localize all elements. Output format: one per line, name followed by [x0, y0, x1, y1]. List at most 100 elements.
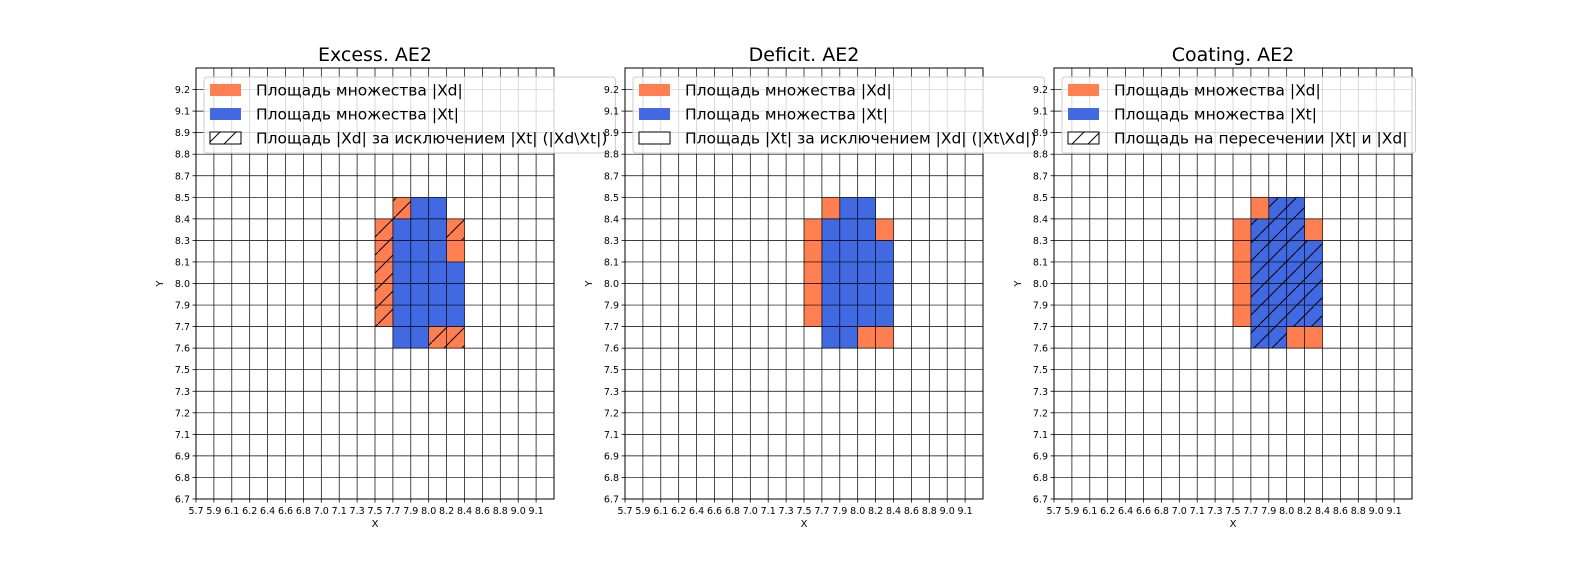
xt-cell [428, 305, 447, 327]
x-tick-label: 6.8 [1154, 506, 1169, 517]
xt-cell [410, 283, 429, 306]
y-tick-label: 8.0 [604, 279, 619, 290]
xt-cell [392, 261, 411, 284]
y-tick-label: 8.5 [1033, 193, 1048, 204]
hatch-cell [1268, 240, 1287, 262]
xd-cell [1233, 218, 1251, 241]
legend-frame [203, 76, 616, 154]
x-tick-label: 6.8 [296, 506, 311, 517]
xt-cell [857, 197, 876, 219]
x-tick-label: 8.0 [850, 506, 865, 517]
xt-cell [392, 283, 411, 306]
x-tick-label: 9.1 [529, 506, 544, 517]
xt-cell [392, 240, 411, 262]
x-tick-label: 8.0 [1279, 506, 1294, 517]
legend-label: Площадь множества |Xd| [1114, 82, 1321, 100]
xt-cell [839, 283, 858, 306]
y-tick-label: 7.3 [604, 387, 619, 398]
x-tick-label: 7.1 [1190, 506, 1205, 517]
x-tick-label: 8.2 [868, 506, 883, 517]
x-tick-label: 6.1 [1082, 506, 1097, 517]
hatch-cell [375, 218, 393, 241]
y-tick-label: 7.5 [1033, 365, 1048, 376]
x-tick-label: 9.0 [1369, 506, 1384, 517]
x-tick-label: 7.1 [332, 506, 347, 517]
y-tick-label: 6.7 [1033, 495, 1048, 506]
legend-label: Площадь множества |Xd| [685, 82, 892, 100]
hatch-cell [1304, 283, 1323, 306]
y-tick-label: 8.9 [175, 128, 190, 139]
legend: Площадь множества |Xd| Площадь множества … [1061, 76, 1416, 154]
hatch-cell [375, 283, 393, 306]
x-tick-label: 7.7 [814, 506, 829, 517]
x-tick-label: 7.0 [1172, 506, 1187, 517]
y-tick-label: 9.1 [604, 107, 619, 118]
xt-cell [821, 261, 840, 284]
xd-cell [875, 326, 894, 349]
y-tick-label: 7.9 [175, 301, 190, 312]
legend-swatch-hatch-pattern [210, 132, 241, 144]
xt-cell [839, 261, 858, 284]
xd-cell [1250, 197, 1269, 219]
xt-cell [839, 218, 858, 241]
hatch-cell [1286, 261, 1305, 284]
xt-cell [410, 305, 429, 327]
hatch-cell [1268, 197, 1287, 219]
hatch-cell [428, 326, 447, 349]
x-tick-label: 5.7 [188, 506, 203, 517]
xd-cell [1233, 305, 1251, 327]
y-tick-label: 7.6 [175, 344, 190, 355]
xd-cell [804, 305, 822, 327]
xd-cell [821, 197, 840, 219]
y-tick-label: 7.9 [604, 301, 619, 312]
legend-swatch-empty [638, 131, 671, 145]
xt-cell [392, 326, 411, 349]
xd-cell [446, 240, 465, 262]
xt-cell [821, 218, 840, 241]
legend-swatch-xt [1068, 108, 1099, 120]
x-axis-label: X [372, 519, 379, 530]
x-tick-label: 6.1 [653, 506, 668, 517]
legend-swatch-xt [210, 108, 241, 120]
x-tick-label: 7.3 [1208, 506, 1223, 517]
xt-cell [839, 326, 858, 349]
x-tick-label: 8.4 [1315, 506, 1330, 517]
y-tick-label: 6.7 [175, 495, 190, 506]
legend-label: Площадь |Xd| за исключением |Xt| (|Xd\Xt… [256, 130, 607, 148]
hatch-cell [392, 197, 411, 219]
hatch-cell [1250, 240, 1269, 262]
hatch-cell [1250, 305, 1269, 327]
y-tick-label: 7.2 [604, 408, 619, 419]
legend: Площадь множества |Xd| Площадь множества … [632, 76, 1045, 154]
y-tick-label: 9.1 [175, 107, 190, 118]
y-tick-label: 6.9 [175, 451, 190, 462]
y-tick-label: 7.6 [604, 344, 619, 355]
y-tick-label: 8.3 [1033, 236, 1048, 247]
legend-swatch-xd [1068, 84, 1099, 96]
x-tick-label: 8.8 [493, 506, 508, 517]
hatch-cell [446, 218, 465, 241]
hatch-cell [375, 305, 393, 327]
hatch-cell [446, 326, 465, 349]
x-tick-label: 6.4 [689, 506, 704, 517]
y-tick-label: 8.4 [1033, 214, 1048, 225]
hatch-cell [1286, 240, 1305, 262]
y-tick-label: 8.8 [175, 150, 190, 161]
legend-swatch-xd [639, 84, 670, 96]
legend-label: Площадь |Xt| за исключением |Xd| (|Xt\Xd… [685, 130, 1036, 148]
legend-swatch-xd [210, 84, 241, 96]
xt-cell [446, 283, 465, 306]
chart-title: Deficit. AE2 [749, 44, 860, 66]
y-tick-label: 7.7 [175, 322, 190, 333]
xd-cell [804, 240, 822, 262]
hatch-cell [1286, 305, 1305, 327]
y-tick-label: 7.7 [1033, 322, 1048, 333]
x-tick-label: 8.4 [886, 506, 901, 517]
legend-frame [632, 76, 1045, 154]
y-tick-label: 8.3 [604, 236, 619, 247]
x-tick-label: 7.0 [743, 506, 758, 517]
x-tick-label: 6.6 [1136, 506, 1151, 517]
hatch-cell [1268, 218, 1287, 241]
y-tick-label: 7.5 [175, 365, 190, 376]
